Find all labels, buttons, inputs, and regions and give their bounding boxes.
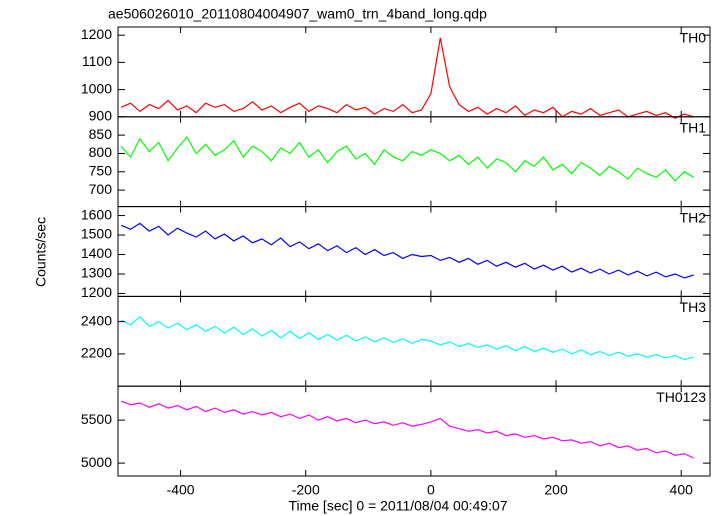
y-tick-label: 5500	[81, 411, 112, 427]
panel-label: TH2	[680, 209, 707, 225]
series-line	[120, 222, 694, 279]
x-tick-label: -400	[167, 482, 195, 498]
series-line	[120, 315, 694, 361]
panel-frame	[117, 295, 711, 387]
x-tick-label: 400	[670, 482, 694, 498]
series-line	[120, 135, 695, 182]
y-tick-label: 2400	[81, 312, 112, 328]
x-tick-label: 0	[427, 482, 435, 498]
y-tick-label: 1500	[81, 226, 112, 242]
panel-label: TH0	[680, 30, 707, 46]
y-tick-label: 700	[89, 181, 113, 197]
y-tick-label: 900	[89, 108, 113, 124]
panel-label: TH1	[680, 120, 707, 136]
y-axis-label: Counts/sec	[33, 217, 49, 287]
y-tick-label: 1300	[81, 265, 112, 281]
y-tick-label: 1600	[81, 206, 112, 222]
y-tick-label: 850	[89, 126, 113, 142]
series-line	[120, 37, 694, 119]
y-tick-label: 1200	[81, 26, 112, 42]
chart-title: ae506026010_20110804004907_wam0_trn_4ban…	[108, 6, 487, 22]
x-axis-label: Time [sec] 0 = 2011/08/04 00:49:07	[288, 498, 507, 514]
y-tick-label: 5000	[81, 454, 112, 470]
panel-label: TH0123	[656, 389, 706, 405]
x-tick-label: 200	[544, 482, 568, 498]
y-tick-label: 800	[89, 144, 113, 160]
panel-frame	[117, 116, 711, 208]
y-tick-label: 1100	[82, 53, 112, 69]
y-tick-label: 1000	[81, 80, 112, 96]
x-tick-label: -200	[292, 482, 320, 498]
y-tick-label: 2200	[81, 345, 112, 361]
series-line	[120, 400, 694, 459]
y-tick-label: 1200	[81, 284, 112, 300]
panel-label: TH3	[680, 299, 707, 315]
y-tick-label: 750	[89, 162, 113, 178]
panel-frame	[117, 385, 711, 477]
panel-frame	[117, 206, 711, 297]
y-tick-label: 1400	[81, 245, 112, 261]
